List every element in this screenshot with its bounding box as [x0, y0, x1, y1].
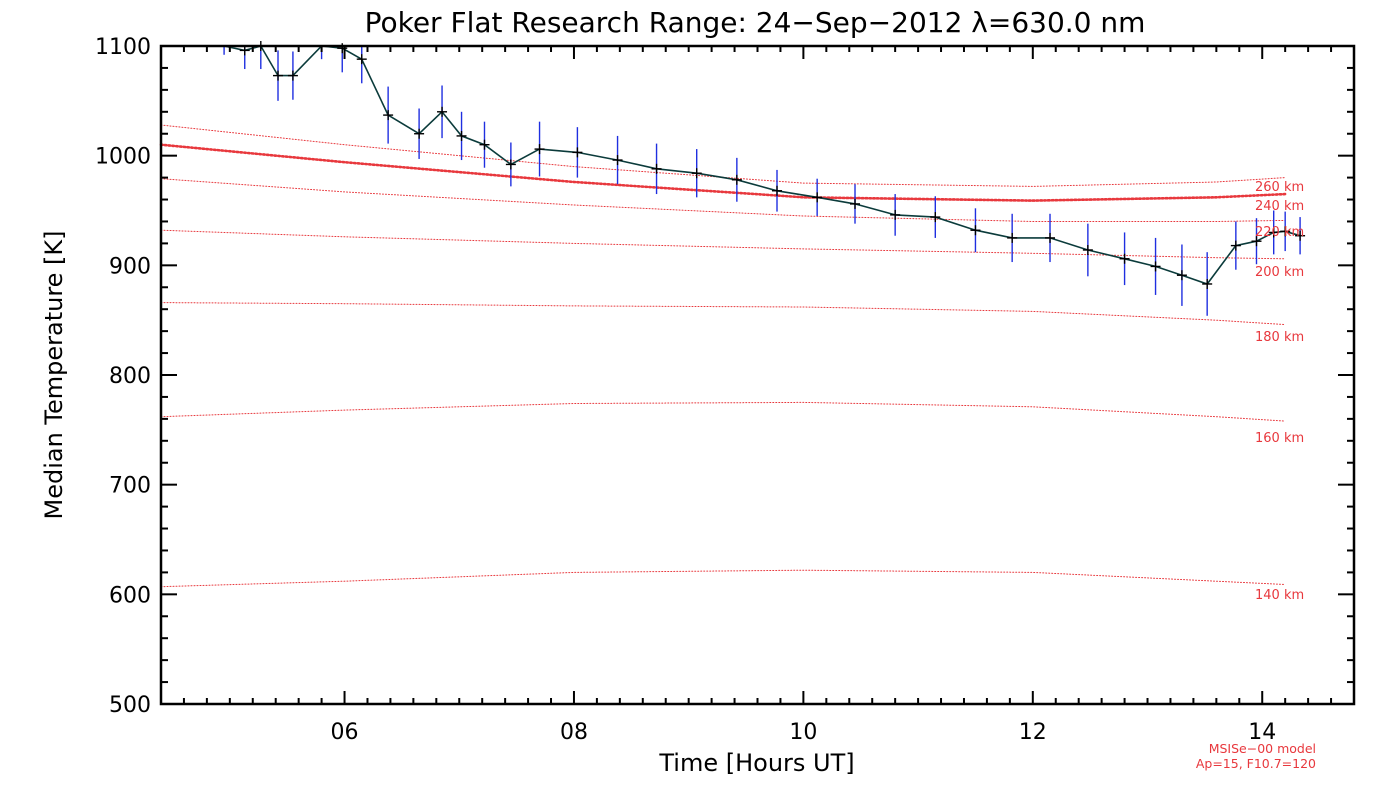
- data-point-marker: [1230, 240, 1241, 251]
- model-curve-240-km: [159, 143, 1287, 202]
- altitude-label-260: 260 km: [1255, 180, 1304, 195]
- data-point-marker: [1082, 244, 1093, 255]
- data-point-marker: [812, 192, 823, 203]
- data-point-marker: [1119, 253, 1130, 264]
- altitude-label-200: 200 km: [1255, 265, 1304, 280]
- y-tick-label: 1000: [95, 145, 151, 170]
- data-point-marker: [534, 144, 545, 155]
- altitude-label-240: 240 km: [1255, 199, 1304, 214]
- data-point-marker: [337, 43, 348, 54]
- y-tick-label: 700: [109, 474, 151, 499]
- data-point-marker: [612, 155, 623, 166]
- altitude-labels: 140 km 160 km 180 km 200 km 220 km 240 k…: [1255, 180, 1304, 603]
- x-tick-label: 12: [1019, 720, 1047, 745]
- y-tick-label: 1100: [95, 35, 151, 60]
- data-point-marker: [691, 168, 702, 179]
- data-point-marker: [930, 212, 941, 223]
- model-curve-180-km: [160, 302, 1286, 326]
- x-tick-label: 06: [331, 720, 359, 745]
- altitude-label-220: 220 km: [1255, 225, 1304, 240]
- data-point-marker: [572, 147, 583, 158]
- model-curve-140-km: [160, 569, 1286, 588]
- data-point-marker: [1176, 270, 1187, 281]
- data-point-marker: [1202, 278, 1213, 289]
- data-point-marker: [970, 225, 981, 236]
- data-point-marker: [1251, 236, 1262, 247]
- data-point-marker: [479, 139, 490, 150]
- model-curves: [159, 124, 1287, 588]
- data-point-marker: [651, 163, 662, 174]
- data-point-marker: [1150, 261, 1161, 272]
- altitude-label-180: 180 km: [1255, 330, 1304, 345]
- x-tick-label: 14: [1248, 720, 1276, 745]
- model-note-line-1: MSISe−00 model: [1209, 741, 1316, 756]
- data-point-marker: [850, 198, 861, 209]
- data-point-marker: [1045, 232, 1056, 243]
- y-tick-label: 900: [109, 254, 151, 279]
- model-curve-160-km: [160, 401, 1286, 422]
- model-curve-200-km: [160, 229, 1286, 260]
- chart-title: Poker Flat Research Range: 24−Sep−2012 λ…: [365, 6, 1146, 39]
- y-tick-label: 800: [109, 364, 151, 389]
- data-point-marker: [414, 128, 425, 139]
- data-point-marker: [772, 185, 783, 196]
- y-tick-label: 500: [109, 693, 151, 718]
- data-point-marker: [505, 159, 516, 170]
- data-point-marker: [731, 174, 742, 185]
- data-point-marker: [1280, 226, 1291, 237]
- axis-ticks: [161, 45, 1354, 704]
- y-tick-labels: 500 600 700 800 900 1000 1100: [95, 35, 151, 718]
- y-axis-label: Median Temperature [K]: [40, 230, 68, 519]
- data-point-marker: [356, 54, 367, 65]
- data-point-marker: [890, 209, 901, 220]
- data-point-marker: [1268, 227, 1279, 238]
- model-curve-260-km: [160, 124, 1286, 187]
- data-point-marker: [383, 110, 394, 121]
- data-point-marker: [456, 130, 467, 141]
- altitude-label-140: 140 km: [1255, 588, 1304, 603]
- data-point-marker: [273, 70, 284, 81]
- data-point-marker: [437, 106, 448, 117]
- altitude-label-160: 160 km: [1255, 431, 1304, 446]
- x-tick-labels: 06 08 10 12 14: [331, 720, 1277, 745]
- y-tick-label: 600: [109, 583, 151, 608]
- x-tick-label: 08: [560, 720, 588, 745]
- model-note-line-2: Ap=15, F10.7=120: [1196, 756, 1316, 771]
- x-tick-label: 10: [789, 720, 817, 745]
- data-point-marker: [1295, 230, 1306, 241]
- x-axis-label: Time [Hours UT]: [658, 749, 854, 777]
- data-point-marker: [287, 70, 298, 81]
- measurement-series: [223, 41, 1306, 316]
- model-curve-220-km: [160, 178, 1286, 222]
- data-point-marker: [1007, 232, 1018, 243]
